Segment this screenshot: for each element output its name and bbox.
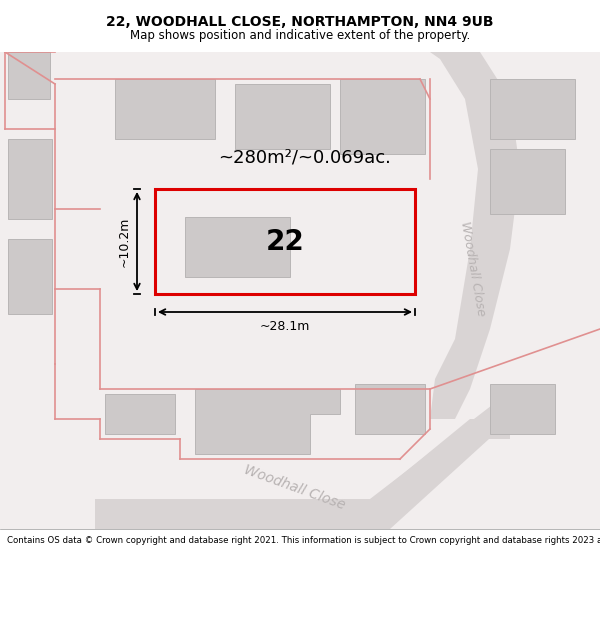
Text: Contains OS data © Crown copyright and database right 2021. This information is : Contains OS data © Crown copyright and d… xyxy=(7,536,600,545)
Text: 22, WOODHALL CLOSE, NORTHAMPTON, NN4 9UB: 22, WOODHALL CLOSE, NORTHAMPTON, NN4 9UB xyxy=(106,14,494,29)
Polygon shape xyxy=(490,79,575,139)
Polygon shape xyxy=(185,217,290,277)
Text: Woodhall Close: Woodhall Close xyxy=(458,221,488,318)
Polygon shape xyxy=(8,239,52,314)
Polygon shape xyxy=(8,52,50,99)
Polygon shape xyxy=(340,79,425,154)
Polygon shape xyxy=(235,84,330,149)
Polygon shape xyxy=(355,384,425,434)
Text: Map shows position and indicative extent of the property.: Map shows position and indicative extent… xyxy=(130,29,470,42)
Text: Woodhall Close: Woodhall Close xyxy=(242,462,347,512)
Text: 22: 22 xyxy=(266,228,304,256)
Polygon shape xyxy=(95,399,500,529)
Polygon shape xyxy=(100,419,510,529)
Bar xyxy=(155,189,415,294)
Polygon shape xyxy=(490,384,555,434)
Text: ~280m²/~0.069ac.: ~280m²/~0.069ac. xyxy=(218,149,391,167)
Text: ~10.2m: ~10.2m xyxy=(118,216,131,267)
Polygon shape xyxy=(105,394,175,434)
Polygon shape xyxy=(490,149,565,214)
Polygon shape xyxy=(195,389,340,454)
Polygon shape xyxy=(115,79,215,139)
Text: ~28.1m: ~28.1m xyxy=(260,320,310,333)
Polygon shape xyxy=(8,139,52,219)
Polygon shape xyxy=(430,52,520,419)
